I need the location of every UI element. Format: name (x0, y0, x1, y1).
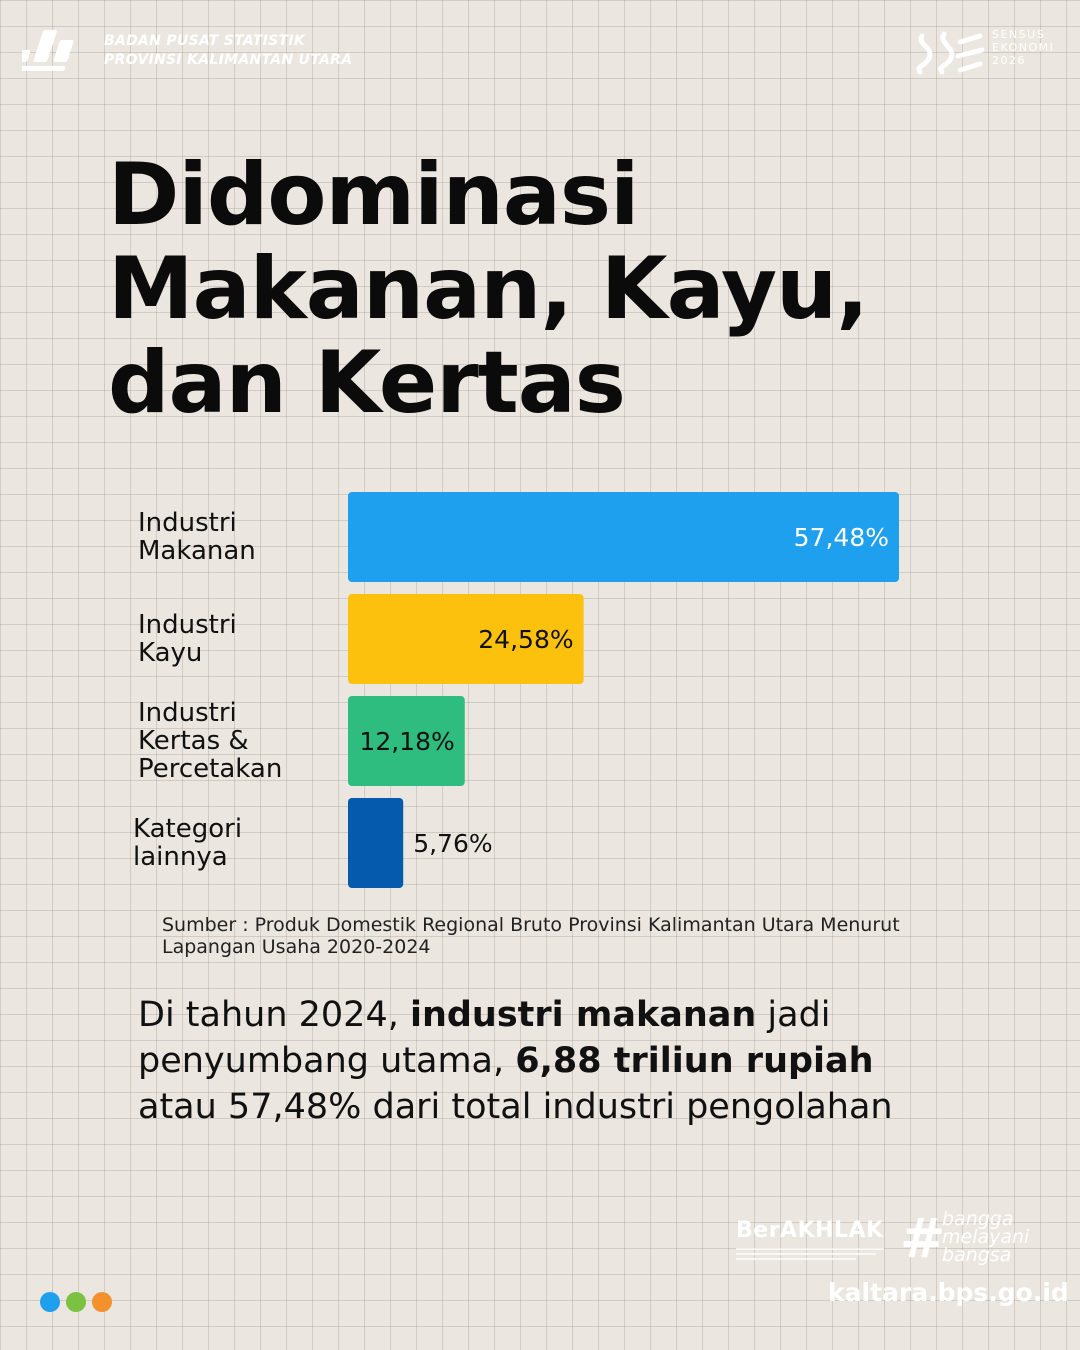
source-note: Sumber : Produk Domestik Regional Bruto … (162, 914, 900, 958)
category-label-0: Industri Makanan (138, 509, 256, 565)
berakhlak-logo: BerAKHLAK (736, 1218, 884, 1243)
bar-2 (348, 696, 465, 786)
hashtag-icon: # (900, 1207, 946, 1270)
category-label-line: Industri (138, 698, 237, 728)
bangga-line: melayani (942, 1226, 1030, 1248)
value-label-3: 5,76% (413, 829, 492, 858)
title-line: Didominasi (108, 145, 640, 245)
category-label-3: Kategori lainnya (133, 815, 242, 871)
page-title: Didominasi Makanan, Kayu, dan Kertas (108, 148, 1008, 430)
dot-blue (40, 1292, 60, 1312)
summary-part3: atau 57,48% dari total industri pengolah… (138, 1087, 893, 1127)
category-label-line: Percetakan (138, 754, 283, 784)
category-label-line: Kertas & (138, 726, 249, 756)
category-label-line: Industri (138, 610, 237, 640)
value-label-2: 12,18% (359, 727, 454, 756)
bar-0 (348, 492, 899, 582)
category-label-line: Industri (138, 508, 237, 538)
summary-bold1: industri makanan (409, 995, 757, 1035)
category-label-1: Industri Kayu (138, 611, 237, 667)
category-label-2: Industri Kertas & Percetakan (138, 699, 282, 783)
dot-green (66, 1292, 86, 1312)
category-label-line: Kayu (138, 638, 203, 668)
bar-3 (348, 798, 404, 888)
dot-orange (92, 1292, 112, 1312)
category-label-line: Kategori (133, 814, 243, 844)
org-name-line1: BADAN PUSAT STATISTIK (104, 33, 305, 49)
bar-chart-svg: 57,48% 24,58% 12,18% 5,76% (348, 492, 899, 888)
sensus-ekonomi-logo-icon (916, 31, 985, 75)
org-name-line2: PROVINSI KALIMANTAN UTARA (104, 52, 353, 68)
title-line: dan Kertas (108, 333, 626, 433)
value-label-1: 24,58% (478, 625, 573, 654)
summary-text: Di tahun 2024, industri makanan jadi pen… (138, 992, 928, 1130)
summary-bold2: 6,88 triliun rupiah (515, 1041, 874, 1081)
title-line: Makanan, Kayu, (108, 239, 869, 339)
category-label-line: Makanan (138, 536, 256, 566)
bangga-line: bangsa (942, 1244, 1012, 1266)
summary-part2: jadi penyumbang utama, (138, 995, 831, 1081)
bar-chart: 57,48% 24,58% 12,18% 5,76% Industri Makanan I… (0, 480, 1080, 900)
website-link[interactable]: kaltara.bps.go.id (828, 1278, 1069, 1307)
summary-part1: Di tahun 2024, (138, 995, 410, 1035)
value-label-0: 57,48% (794, 523, 889, 552)
bangga-melayani-bangsa: bangga melayani bangsa (942, 1208, 1030, 1266)
bangga-line: bangga (942, 1208, 1014, 1230)
census-line3: 2026 (992, 54, 1026, 67)
berakhlak-tagline-icon (736, 1248, 884, 1260)
census-line2: EKONOMI (992, 41, 1055, 54)
bar-1 (348, 594, 584, 684)
organization-name: BADAN PUSAT STATISTIK PROVINSI KALIMANTA… (104, 32, 352, 70)
sensus-ekonomi-text: SENSUS EKONOMI 2026 (992, 28, 1054, 67)
category-label-line: lainnya (133, 842, 228, 872)
census-line1: SENSUS (992, 28, 1046, 41)
decorative-dots (40, 1292, 112, 1312)
bps-logo-icon (22, 30, 74, 71)
